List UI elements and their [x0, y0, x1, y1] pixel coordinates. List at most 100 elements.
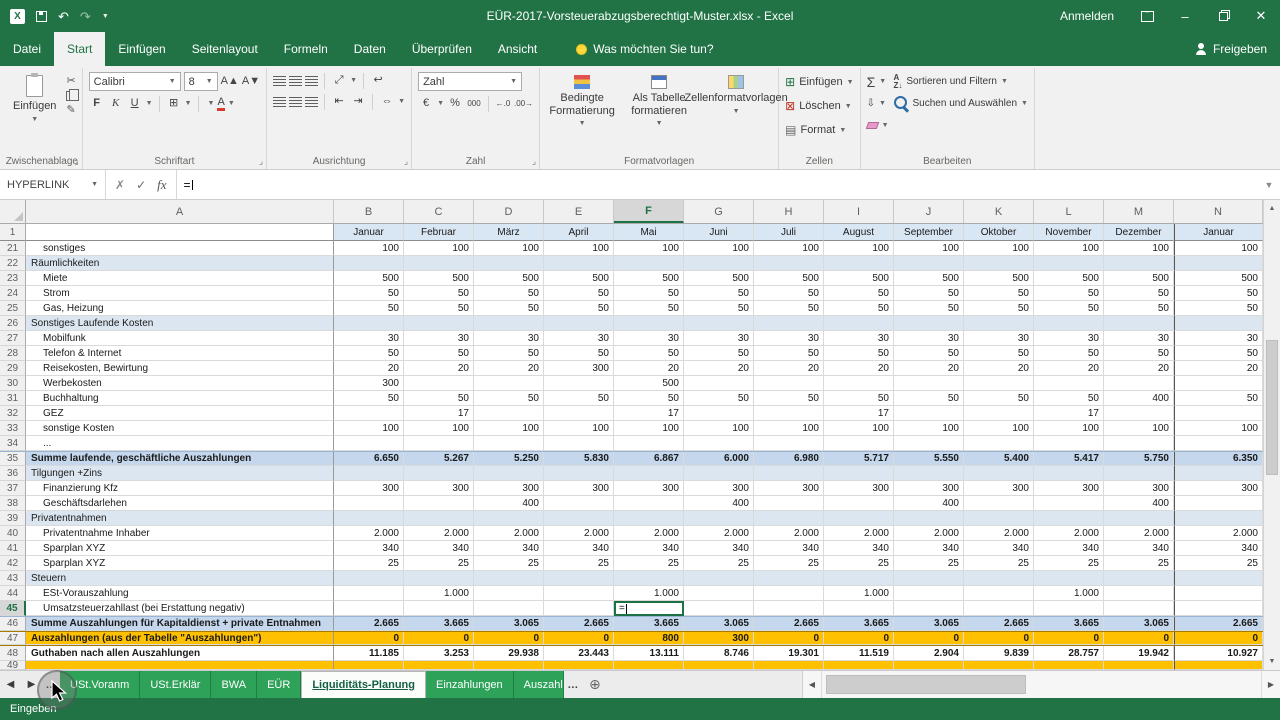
hscroll-track[interactable]	[821, 671, 1262, 698]
font-name-select[interactable]: Calibri ▼	[88, 72, 181, 91]
cell[interactable]: 3.253	[404, 646, 474, 661]
cell[interactable]	[684, 601, 754, 616]
cell[interactable]	[684, 571, 754, 586]
column-header-D[interactable]: D	[474, 200, 544, 223]
cell[interactable]: 50	[334, 346, 404, 361]
cell[interactable]: 400	[684, 496, 754, 511]
cell[interactable]: 30	[404, 331, 474, 346]
row-label[interactable]: Strom	[26, 286, 334, 301]
cell[interactable]: 50	[474, 301, 544, 316]
row-header[interactable]: 47	[0, 632, 26, 645]
sheet-scroll-left-icon[interactable]: ◀	[6, 679, 15, 690]
cell[interactable]: 50	[474, 391, 544, 406]
name-box-dropdown-icon[interactable]: ▼	[91, 181, 98, 188]
name-box[interactable]: HYPERLINK ▼	[0, 170, 106, 199]
formula-input[interactable]: =	[177, 170, 1258, 199]
cell[interactable]: 100	[1174, 421, 1263, 436]
month-cell[interactable]: August	[824, 224, 894, 241]
row-header[interactable]: 43	[0, 571, 26, 586]
sheet-tab-bwa[interactable]: BWA	[211, 671, 258, 698]
cell[interactable]: 30	[754, 331, 824, 346]
borders-icon[interactable]: ⊞	[168, 97, 179, 109]
row-header[interactable]: 35	[0, 452, 26, 466]
cell[interactable]: 500	[964, 271, 1034, 286]
cell[interactable]: 50	[404, 346, 474, 361]
tab-start[interactable]: Start	[54, 32, 106, 66]
cell[interactable]: 25	[1174, 556, 1263, 571]
cell[interactable]: 20	[894, 361, 964, 376]
cell[interactable]: 50	[1104, 301, 1174, 316]
row-label[interactable]: Mobilfunk	[26, 331, 334, 346]
cell[interactable]: 2.000	[824, 526, 894, 541]
cell[interactable]	[474, 511, 544, 526]
cell[interactable]: 17	[404, 406, 474, 421]
cell[interactable]: 20	[964, 361, 1034, 376]
row-header[interactable]: 46	[0, 617, 26, 631]
fill-color-dropdown-icon[interactable]: ▼	[207, 100, 215, 107]
cell[interactable]	[474, 376, 544, 391]
font-size-select[interactable]: 8 ▼	[183, 72, 218, 91]
cell[interactable]	[1104, 406, 1174, 421]
cell[interactable]	[474, 316, 544, 331]
cell[interactable]: 500	[614, 271, 684, 286]
cell[interactable]	[1034, 511, 1104, 526]
row-label[interactable]: Reisekosten, Bewirtung	[26, 361, 334, 376]
cell[interactable]: 10.927	[1174, 646, 1263, 661]
cell[interactable]: 3.665	[404, 617, 474, 631]
cell[interactable]	[964, 571, 1034, 586]
cell[interactable]	[1174, 496, 1263, 511]
cell[interactable]	[1034, 376, 1104, 391]
row-header[interactable]: 30	[0, 376, 26, 391]
row-header[interactable]: 39	[0, 511, 26, 526]
cell[interactable]	[754, 436, 824, 451]
cell[interactable]: 20	[1034, 361, 1104, 376]
cell[interactable]	[334, 571, 404, 586]
cell[interactable]	[544, 586, 614, 601]
cell[interactable]	[544, 436, 614, 451]
underline-button[interactable]: U	[130, 97, 139, 109]
cell[interactable]: 400	[1104, 391, 1174, 406]
cell[interactable]	[474, 571, 544, 586]
cell[interactable]	[754, 511, 824, 526]
format-cells-button[interactable]: ▤ Format ▼	[785, 123, 847, 137]
cell[interactable]: 500	[754, 271, 824, 286]
cell[interactable]	[334, 586, 404, 601]
tab-ueberpruefen[interactable]: Überprüfen	[411, 42, 472, 56]
ribbon-display-options-icon[interactable]: ⌃	[1128, 0, 1166, 32]
cell[interactable]: 500	[894, 271, 964, 286]
cell[interactable]: 50	[824, 346, 894, 361]
month-cell[interactable]: Oktober	[964, 224, 1034, 241]
cell[interactable]	[334, 496, 404, 511]
insert-function-icon[interactable]: fx	[157, 176, 167, 192]
cell[interactable]: 25	[1034, 556, 1104, 571]
cancel-icon[interactable]: ✗	[115, 177, 126, 192]
cell[interactable]: 25	[964, 556, 1034, 571]
cell[interactable]	[894, 406, 964, 421]
cell[interactable]	[404, 571, 474, 586]
cell[interactable]	[754, 466, 824, 481]
cell[interactable]: 100	[754, 241, 824, 256]
cell[interactable]: 2.000	[404, 526, 474, 541]
column-header-E[interactable]: E	[544, 200, 614, 223]
find-select-button[interactable]: Suchen und Auswählen ▼	[893, 94, 1028, 113]
row-label[interactable]: ESt-Vorauszahlung	[26, 586, 334, 601]
cell[interactable]	[474, 601, 544, 616]
thousands-separator-icon[interactable]: 000	[467, 98, 481, 108]
cell[interactable]: 25	[1104, 556, 1174, 571]
cell[interactable]	[1104, 436, 1174, 451]
row-label[interactable]	[26, 661, 334, 670]
tab-daten[interactable]: Daten	[353, 42, 386, 56]
cell[interactable]: 300	[614, 481, 684, 496]
cell[interactable]: 2.665	[334, 617, 404, 631]
cell[interactable]: 17	[824, 406, 894, 421]
cell[interactable]	[964, 511, 1034, 526]
row-label[interactable]: Buchhaltung	[26, 391, 334, 406]
cell[interactable]: 0	[404, 632, 474, 645]
cell[interactable]: 50	[1104, 286, 1174, 301]
cell[interactable]: 2.665	[544, 617, 614, 631]
fill-button[interactable]: ⇩ ▼	[866, 98, 886, 109]
cell[interactable]: 300	[334, 481, 404, 496]
row-header[interactable]: 1	[0, 224, 26, 241]
cell[interactable]	[894, 661, 964, 670]
cell[interactable]: 50	[1174, 346, 1263, 361]
